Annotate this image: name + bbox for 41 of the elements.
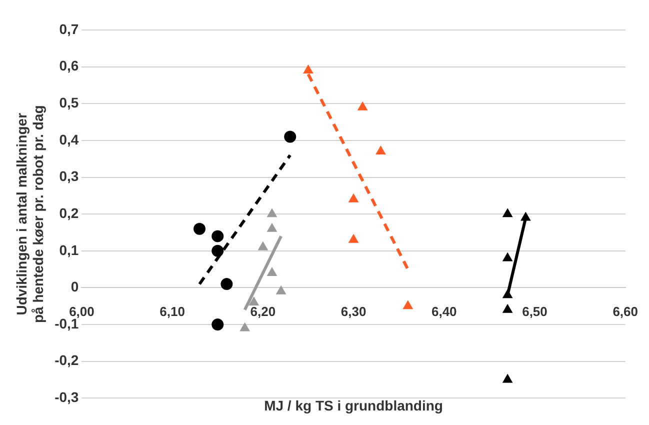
point xyxy=(284,130,296,143)
y-tick-label: -0,2 xyxy=(54,352,79,368)
x-tick-label: 6,50 xyxy=(522,304,548,320)
point xyxy=(194,222,206,235)
x-tick-label: 6,20 xyxy=(250,304,276,320)
point xyxy=(502,374,513,383)
x-axis-title: MJ / kg TS i grundblanding xyxy=(264,397,443,414)
x-tick-label: 6,10 xyxy=(160,304,185,320)
point xyxy=(348,234,359,243)
point xyxy=(502,208,513,218)
point xyxy=(348,193,359,202)
point xyxy=(212,230,224,242)
point xyxy=(266,208,278,218)
y-tick-label: 0,7 xyxy=(59,20,79,37)
y-tick-label: 0,6 xyxy=(59,58,79,74)
point xyxy=(266,222,278,232)
y-axis-title: Udviklingen i antal malkninger på hentede køer pr. robot pr. dag xyxy=(13,105,46,324)
point xyxy=(303,64,314,74)
y-tick-label: 0,2 xyxy=(59,204,79,221)
point xyxy=(248,296,260,306)
point xyxy=(376,146,386,155)
point xyxy=(266,267,278,276)
point xyxy=(502,252,513,262)
y-tick-label: 0,3 xyxy=(59,168,79,184)
y-tick-label: 0,4 xyxy=(59,131,79,148)
point xyxy=(212,244,224,257)
point xyxy=(502,304,513,313)
y-tick-label: -0,3 xyxy=(54,389,79,406)
y-tick-label: 0,5 xyxy=(59,94,79,110)
y-tick-label: 0 xyxy=(70,278,79,295)
x-tick-label: 6,40 xyxy=(431,304,457,320)
point xyxy=(520,212,531,221)
point xyxy=(240,322,250,332)
y-tick-label: 0,1 xyxy=(59,242,79,258)
point xyxy=(357,101,368,110)
point xyxy=(258,241,268,250)
x-tick-label: 6,30 xyxy=(340,304,366,320)
x-tick-label: 6,60 xyxy=(612,304,638,320)
point xyxy=(276,285,286,294)
point xyxy=(502,289,513,298)
point xyxy=(402,300,414,310)
